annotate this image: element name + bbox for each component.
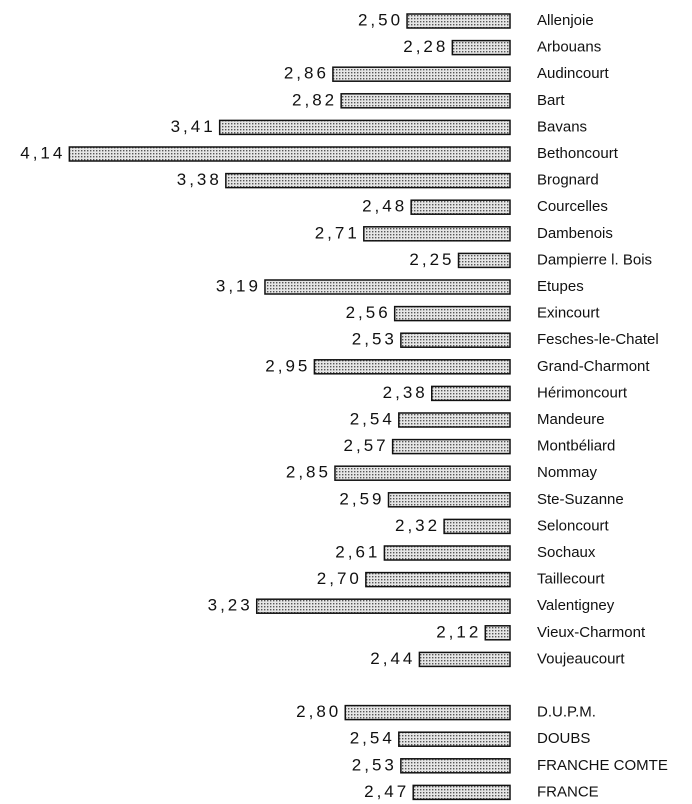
bar (391, 438, 511, 455)
value-label: 2,48 (362, 197, 407, 216)
bar (387, 492, 511, 508)
value-label: 2,38 (383, 383, 428, 402)
category-label: Allenjoie (537, 12, 594, 29)
value-label: 3,19 (216, 276, 261, 295)
bar (406, 13, 511, 29)
category-label: Vieux-Charmont (537, 624, 646, 641)
bar (412, 784, 511, 801)
bar (332, 66, 511, 82)
value-label: 4,14 (20, 143, 65, 162)
value-label: 2,57 (344, 436, 389, 455)
category-label: Mandeure (537, 411, 605, 428)
category-label: Dambenois (537, 225, 613, 242)
category-label: Brognard (537, 172, 599, 189)
category-label: DOUBS (537, 730, 590, 747)
bar (334, 465, 511, 481)
category-label: Courcelles (537, 198, 608, 215)
category-label: FRANCHE COMTE (537, 757, 668, 774)
value-label: 2,71 (315, 223, 360, 242)
value-label: 2,44 (370, 649, 415, 668)
bar (225, 172, 511, 189)
category-label: D.U.P.M. (537, 704, 596, 721)
value-label: 2,53 (352, 755, 397, 774)
bar (457, 252, 511, 269)
category-label: Taillecourt (537, 571, 605, 588)
value-label: 2,28 (403, 37, 448, 56)
value-label: 2,53 (352, 330, 397, 349)
value-label: 2,56 (346, 303, 391, 322)
bar (340, 93, 511, 109)
category-label: Bart (537, 92, 565, 109)
value-label: 2,25 (409, 250, 454, 269)
category-label: Audincourt (537, 65, 610, 82)
category-label: Hérimoncourt (537, 384, 628, 401)
bar (443, 518, 511, 535)
category-label: Sochaux (537, 544, 596, 561)
bar (410, 199, 511, 215)
bar (400, 332, 511, 348)
category-label: Arbouans (537, 39, 601, 56)
category-label: Ste-Suzanne (537, 491, 624, 508)
bar (431, 385, 511, 402)
value-label: 2,80 (296, 702, 341, 721)
bar (363, 226, 511, 242)
value-label: 2,32 (395, 516, 440, 535)
value-label: 2,59 (339, 489, 384, 508)
category-label: Exincourt (537, 305, 600, 322)
value-label: 2,54 (350, 729, 395, 748)
bar (344, 704, 511, 721)
category-label: Bavans (537, 118, 587, 135)
value-label: 2,50 (358, 10, 403, 29)
value-label: 3,41 (171, 117, 216, 136)
category-label: Bethoncourt (537, 145, 619, 162)
category-label: FRANCE (537, 783, 599, 800)
bar (264, 279, 511, 295)
bar (418, 651, 511, 668)
category-label: Nommay (537, 464, 598, 481)
category-label: Grand-Charmont (537, 358, 650, 375)
bar (393, 305, 511, 322)
bar (313, 359, 511, 375)
value-label: 2,86 (284, 64, 329, 83)
category-label: Valentigney (537, 597, 615, 614)
bar (68, 146, 511, 162)
value-label: 2,47 (364, 782, 409, 801)
value-label: 2,82 (292, 90, 337, 109)
bar (365, 571, 511, 588)
value-label: 3,23 (208, 596, 253, 615)
category-label: Montbéliard (537, 438, 615, 455)
bar (255, 598, 511, 614)
value-label: 2,85 (286, 463, 331, 482)
bar (398, 412, 511, 428)
category-label: Etupes (537, 278, 584, 295)
bar (218, 119, 511, 136)
value-label: 2,70 (317, 569, 362, 588)
category-label: Voujeaucourt (537, 650, 625, 667)
value-label: 2,12 (436, 622, 481, 641)
value-label: 2,95 (265, 356, 310, 375)
bar (400, 758, 511, 774)
bar (451, 39, 511, 56)
value-label: 3,38 (177, 170, 222, 189)
value-label: 2,61 (335, 542, 380, 561)
category-label: Fesches-le-Chatel (537, 331, 659, 348)
category-label: Dampierre l. Bois (537, 251, 652, 268)
bar (398, 731, 511, 747)
category-label: Seloncourt (537, 517, 610, 534)
bar (484, 625, 511, 641)
bar (383, 545, 511, 561)
value-label: 2,54 (350, 409, 395, 428)
